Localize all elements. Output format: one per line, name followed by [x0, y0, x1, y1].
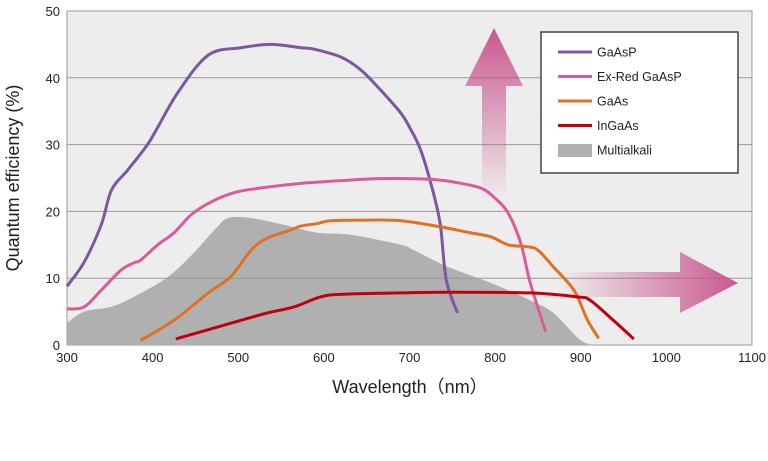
x-tick-label: 600 [313, 350, 335, 365]
y-tick-label: 30 [46, 138, 60, 153]
arrow-right-annotation [560, 252, 738, 313]
x-tick-label: 700 [399, 350, 421, 365]
series-line-ingaas [175, 290, 635, 341]
legend-item-gaasp: GaAsP [558, 46, 637, 60]
legend-swatch [558, 144, 592, 157]
x-tick-label: 900 [570, 350, 592, 365]
legend-item-gaas: GaAs [558, 95, 628, 109]
x-tick-label: 1100 [738, 350, 766, 365]
x-tick-label: 400 [142, 350, 164, 365]
x-tick-label: 300 [56, 350, 78, 365]
x-axis-label: Wavelength（nm） [332, 377, 487, 397]
legend-label: Ex-Red GaAsP [597, 70, 682, 84]
arrow-up-annotation [465, 28, 523, 200]
y-tick-label: 20 [46, 204, 60, 219]
legend-label: InGaAs [597, 119, 639, 133]
x-tick-label: 800 [484, 350, 506, 365]
legend: GaAsP Ex-Red GaAsP GaAs InGaAs Multialkali [540, 31, 739, 174]
legend-item-ex-red-gaasp: Ex-Red GaAsP [558, 70, 682, 84]
series-line-gaas [139, 218, 601, 342]
y-tick-label: 40 [46, 71, 60, 86]
y-tick-label: 50 [46, 4, 60, 19]
y-axis-label: Quantum efficiency (%) [3, 85, 23, 272]
legend-label: Multialkali [597, 144, 652, 158]
legend-label: GaAsP [597, 46, 637, 60]
legend-label: GaAs [597, 95, 628, 109]
y-tick-label: 0 [53, 338, 60, 353]
x-tick-label: 1000 [652, 350, 681, 365]
legend-item-multialkali: Multialkali [558, 144, 652, 158]
series-area-multialkali [67, 216, 598, 345]
y-tick-label: 10 [46, 271, 60, 286]
series-line-gaasp [65, 42, 459, 314]
legend-item-ingaas: InGaAs [558, 119, 639, 133]
x-tick-label: 500 [227, 350, 249, 365]
series-line-ex-red-gaasp [66, 177, 548, 333]
